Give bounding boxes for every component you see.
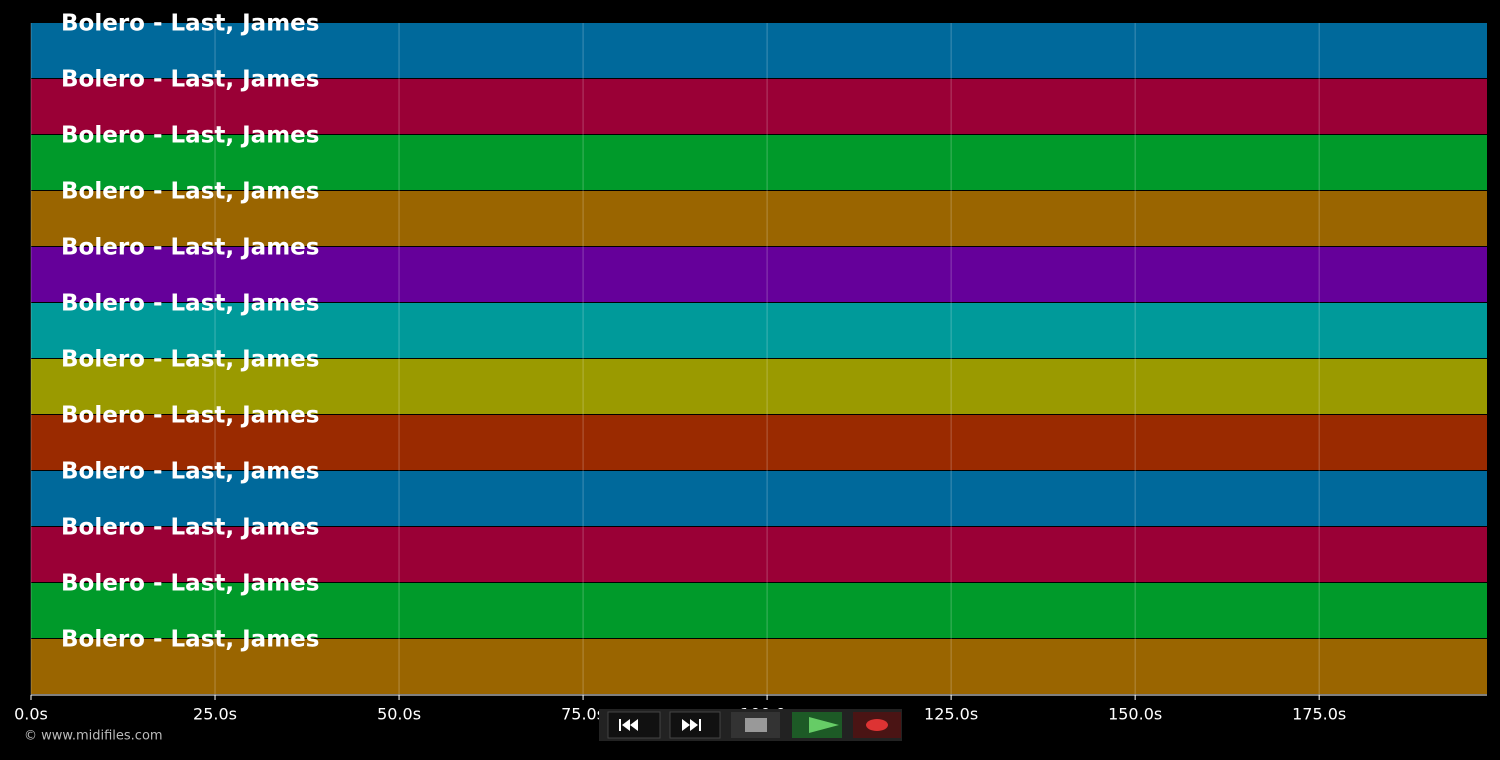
forward-button[interactable] bbox=[669, 711, 721, 739]
x-tick-label: 175.0s bbox=[1292, 705, 1346, 724]
x-tick-label: 0.0s bbox=[14, 705, 48, 724]
x-tick-label: 50.0s bbox=[377, 705, 421, 724]
track-lane bbox=[31, 247, 1487, 302]
tracks: Bolero - Last, James Bolero - Last, James… bbox=[31, 11, 1487, 694]
track-label: Bolero - Last, James bbox=[61, 459, 319, 485]
track-lane bbox=[31, 135, 1487, 190]
track-label: Bolero - Last, James bbox=[61, 347, 319, 373]
track-label: Bolero - Last, James bbox=[61, 403, 319, 429]
x-tick-label: 75.0s bbox=[561, 705, 605, 724]
track-label: Bolero - Last, James bbox=[61, 67, 319, 93]
x-tick-label: 25.0s bbox=[193, 705, 237, 724]
track-lane bbox=[31, 303, 1487, 358]
track-lane bbox=[31, 471, 1487, 526]
stop-button[interactable] bbox=[731, 712, 780, 738]
x-tick-label: 125.0s bbox=[924, 705, 978, 724]
track-lane bbox=[31, 79, 1487, 134]
copyright: © www.midifiles.com bbox=[24, 729, 163, 744]
track-lane bbox=[31, 191, 1487, 246]
track-lane bbox=[31, 639, 1487, 694]
record-button[interactable] bbox=[853, 712, 901, 738]
track-lane bbox=[31, 359, 1487, 414]
track-lane bbox=[31, 415, 1487, 470]
track-label: Bolero - Last, James bbox=[61, 571, 319, 597]
track-lane bbox=[31, 527, 1487, 582]
play-button[interactable] bbox=[792, 712, 842, 738]
track-label: Bolero - Last, James bbox=[61, 123, 319, 149]
track-label: Bolero - Last, James bbox=[61, 235, 319, 261]
track-label: Bolero - Last, James bbox=[61, 11, 319, 37]
track-label: Bolero - Last, James bbox=[61, 291, 319, 317]
track-label: Bolero - Last, James bbox=[61, 627, 319, 653]
controls bbox=[599, 709, 902, 741]
x-tick-label: 150.0s bbox=[1108, 705, 1162, 724]
track-label: Bolero - Last, James bbox=[61, 515, 319, 541]
track-label: Bolero - Last, James bbox=[61, 179, 319, 205]
track-lane bbox=[31, 23, 1487, 78]
rewind-button[interactable] bbox=[607, 711, 661, 739]
track-lane bbox=[31, 583, 1487, 638]
